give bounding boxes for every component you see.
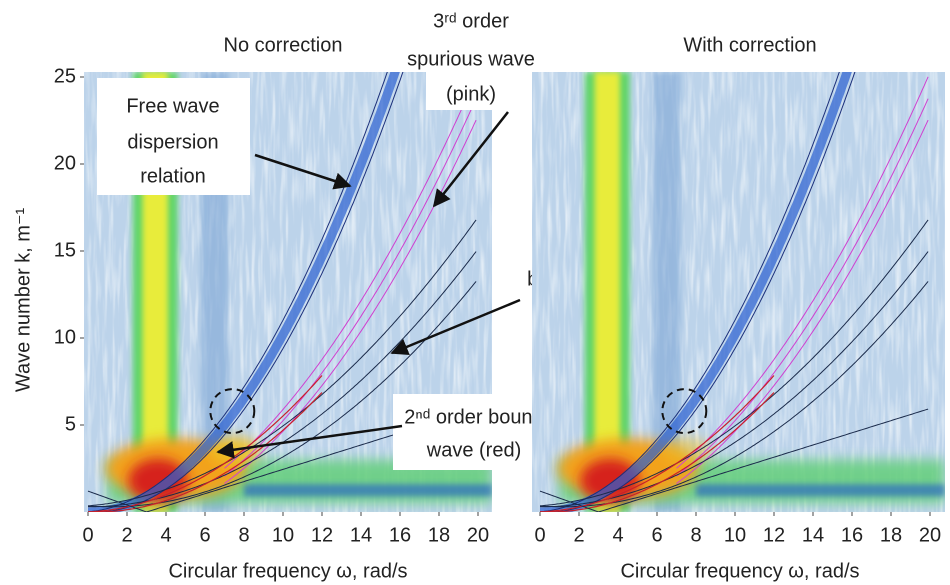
annotation-text: wave (red)	[426, 439, 521, 461]
x-tick-label: 14	[802, 524, 824, 546]
y-tick-label: 15	[54, 239, 76, 261]
annotation-text: 2ⁿᵈ order bound	[404, 406, 543, 428]
x-tick-label: 8	[690, 524, 701, 546]
bound2-line	[539, 375, 775, 512]
x-axis-label: Circular frequency ω, rad/s	[168, 560, 407, 582]
spurious-line	[224, 76, 477, 469]
low-line	[539, 408, 929, 512]
bound2-line	[88, 392, 323, 512]
annotation-text: 3ʳᵈ order	[433, 10, 509, 32]
x-tick-label: 2	[121, 524, 132, 546]
panel-title: With correction	[683, 34, 816, 56]
x-tick-label: 10	[272, 524, 294, 546]
highlight-circle	[661, 388, 708, 435]
x-tick-label: 16	[389, 524, 411, 546]
x-axis-label: Circular frequency ω, rad/s	[620, 560, 859, 582]
spurious-line	[676, 98, 929, 477]
bound3-line	[87, 219, 477, 507]
hband-blue	[244, 484, 492, 497]
highlight-circle	[209, 388, 256, 435]
annotation-text: Free wave	[126, 95, 219, 117]
x-tick-label: 12	[763, 524, 785, 546]
y-tick-label: 25	[54, 65, 76, 87]
x-tick-label: 6	[651, 524, 662, 546]
band-yellow	[594, 72, 620, 512]
annotation-text: relation	[140, 165, 206, 187]
annotation-box	[97, 78, 250, 195]
y-axis-label: Wave number k, m⁻¹	[12, 208, 34, 393]
free-wave-band	[88, 72, 400, 512]
x-tick-label: 18	[880, 524, 902, 546]
y-tick-label: 10	[54, 326, 76, 348]
x-tick-label: 6	[199, 524, 210, 546]
bound2-line	[540, 392, 775, 512]
annotation-box	[426, 2, 516, 110]
annotation-box	[393, 394, 555, 470]
x-tick-label: 10	[724, 524, 746, 546]
x-tick-label: 12	[311, 524, 333, 546]
x-tick-label: 2	[573, 524, 584, 546]
x-tick-label: 8	[238, 524, 249, 546]
annotation-arrow	[254, 153, 352, 190]
x-tick-label: 0	[534, 524, 545, 546]
x-tick-label: 4	[160, 524, 171, 546]
bound2-line	[87, 375, 323, 512]
x-tick-label: 0	[82, 524, 93, 546]
x-tick-label: 4	[612, 524, 623, 546]
x-tick-label: 20	[919, 524, 941, 546]
free-wave-line	[539, 72, 840, 512]
annotation-arrow	[432, 111, 509, 208]
annotation-text: spurious wave	[407, 48, 535, 70]
x-tick-label: 14	[350, 524, 372, 546]
free-wave-band	[540, 72, 852, 512]
annotation-text: dispersion	[127, 131, 218, 153]
annotation-arrow	[390, 298, 521, 356]
annotation-text: (pink)	[446, 83, 496, 105]
panel-title: No correction	[224, 34, 343, 56]
hband-blue	[696, 484, 945, 497]
heatmap	[532, 72, 945, 512]
y-tick-label: 5	[65, 413, 76, 435]
x-tick-label: 18	[428, 524, 450, 546]
bound3-line	[539, 219, 929, 507]
annotation-arrow	[216, 424, 403, 459]
x-tick-label: 20	[467, 524, 489, 546]
y-tick-label: 20	[54, 152, 76, 174]
free-wave-line	[87, 72, 388, 512]
spurious-line	[224, 98, 477, 477]
spurious-line	[676, 119, 929, 484]
x-tick-label: 16	[841, 524, 863, 546]
spurious-line	[676, 76, 929, 469]
